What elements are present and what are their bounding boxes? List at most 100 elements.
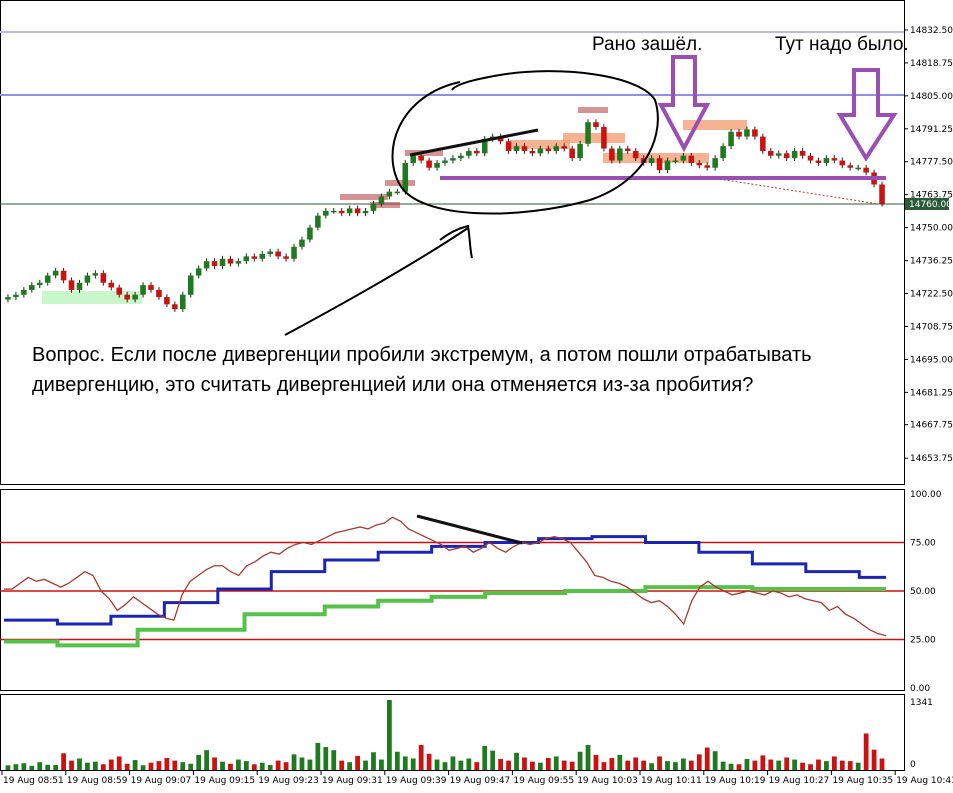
volume-bar (5, 765, 11, 770)
candle-body (235, 261, 242, 264)
candle-body (744, 129, 750, 137)
candle-body (108, 282, 115, 288)
candle-body (362, 210, 369, 214)
candle (577, 140, 583, 162)
candle-body (752, 129, 758, 137)
candle (418, 152, 424, 164)
volume-bar (522, 757, 527, 770)
volume-bar (641, 760, 647, 770)
candle (807, 152, 814, 164)
candle-body (537, 148, 544, 154)
candle (227, 255, 234, 267)
candle (863, 164, 869, 176)
candle-body (378, 196, 385, 204)
candle-body (418, 155, 424, 161)
candle (831, 155, 838, 164)
candle-body (140, 285, 146, 295)
candle (617, 145, 623, 164)
candle (116, 284, 122, 298)
oscillator-tick-label: 75.00 (910, 539, 936, 549)
price-tick-label: 14777.50 (910, 158, 953, 168)
candle (346, 205, 353, 217)
volume-bar (458, 760, 464, 770)
volume-bar (720, 761, 726, 770)
volume-bar (379, 759, 384, 770)
volume-bar (243, 761, 249, 770)
volume-bar (561, 760, 567, 770)
candle (720, 143, 726, 162)
hand-drawn-arrow (284, 224, 473, 336)
candle (386, 188, 393, 200)
oscillator-fast-line (4, 535, 886, 626)
candle-body (807, 155, 814, 161)
candle-body (442, 160, 448, 163)
candle (76, 279, 83, 293)
volume-bar (569, 761, 575, 770)
volume-bar (37, 762, 43, 770)
volume-bar (609, 757, 615, 770)
candle-body (68, 280, 75, 290)
volume-bar (688, 760, 694, 770)
volume-bar (768, 759, 774, 770)
volume-bar (212, 757, 217, 770)
candle-body (434, 162, 440, 168)
candle (521, 143, 528, 154)
time-tick-label: 19 Aug 10:19 (705, 776, 766, 786)
price-tick-label: 14818.75 (910, 59, 953, 69)
volume-bar (69, 760, 74, 770)
candle-body (513, 146, 520, 151)
volume-bar (180, 762, 186, 770)
candle-body (44, 275, 51, 283)
volume-bar (418, 744, 424, 770)
candle (601, 124, 607, 152)
candle (307, 224, 313, 243)
candle-body (728, 131, 734, 147)
candle (712, 155, 718, 171)
volume-bar (363, 760, 368, 770)
volume-bar (204, 750, 210, 770)
volume-bar (442, 762, 448, 770)
candle-body (585, 122, 591, 144)
candle (315, 212, 321, 231)
candle (100, 270, 107, 286)
supply-zone-5 (578, 107, 608, 113)
candle-body (52, 270, 59, 276)
candle-body (251, 256, 258, 259)
time-tick-label: 19 Aug 09:39 (386, 776, 447, 786)
candle (283, 253, 289, 262)
candle (219, 255, 226, 269)
volume-bar (776, 760, 782, 770)
candle (378, 193, 385, 207)
volume-bar (585, 744, 591, 770)
candle (354, 205, 361, 217)
candle (815, 157, 822, 166)
volume-bar (665, 761, 670, 770)
candle (13, 291, 19, 300)
candle (537, 145, 544, 157)
current-price-tag (905, 198, 949, 210)
candle (195, 265, 202, 279)
candle (267, 248, 273, 257)
candle (36, 279, 43, 289)
candle-body (5, 297, 11, 300)
candle (624, 145, 631, 154)
candle-body (100, 273, 107, 283)
volume-bar (53, 765, 59, 770)
volume-bar (299, 757, 305, 770)
candle-body (370, 203, 377, 211)
candle-body (521, 146, 528, 151)
volume-bar (545, 757, 551, 770)
candle-body (227, 258, 234, 264)
volume-bar (498, 759, 504, 770)
candle (450, 155, 456, 164)
correct-entry-arrow (836, 68, 898, 162)
candle (68, 277, 75, 293)
candle (187, 272, 194, 298)
candle (140, 282, 146, 298)
candle (203, 258, 210, 272)
volume-bar (847, 761, 853, 770)
candle-body (13, 294, 19, 298)
volume-bar (148, 762, 154, 770)
candle (752, 126, 758, 140)
